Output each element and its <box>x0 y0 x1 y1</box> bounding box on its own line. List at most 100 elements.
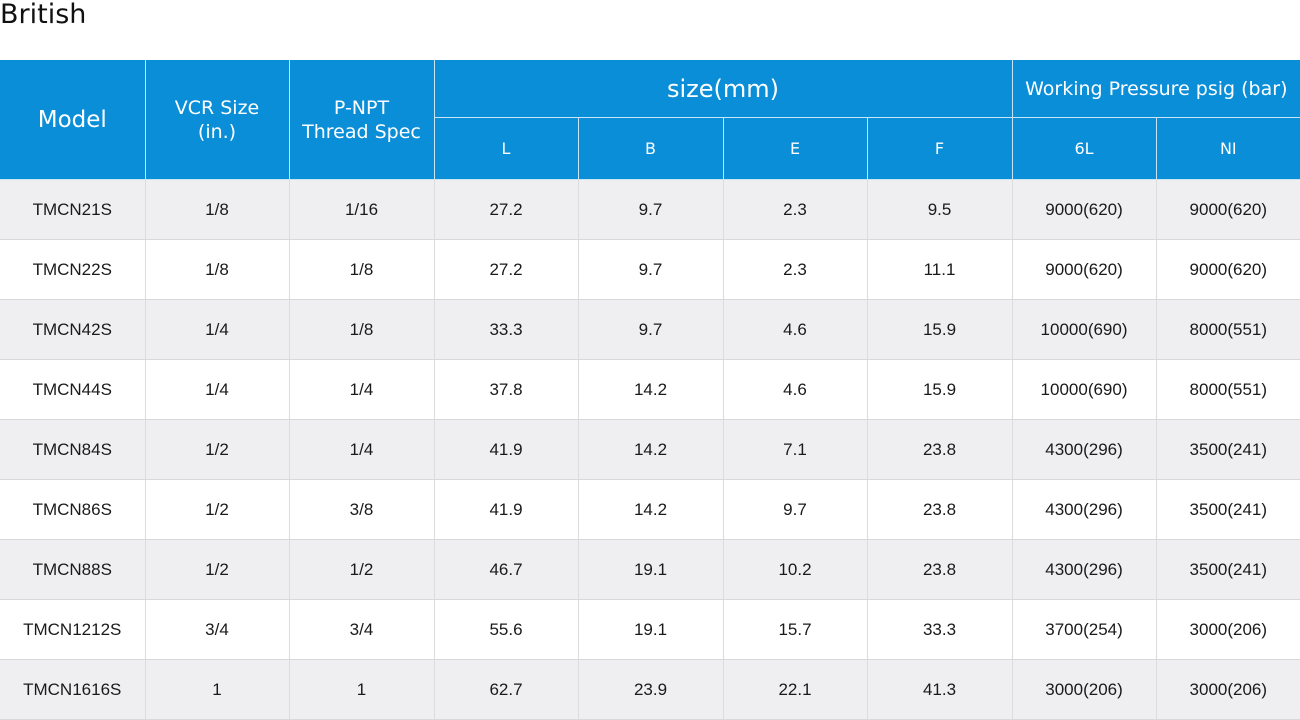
cell-size-f: 23.8 <box>867 419 1013 480</box>
header-row-top: Model VCR Size (in.) P-NPT Thread Spec s… <box>0 60 1300 180</box>
header-col-e: E <box>723 117 868 180</box>
cell-pnpt: 1/2 <box>289 539 435 600</box>
page-title: British <box>0 0 87 30</box>
header-col-6l: 6L <box>1012 117 1157 180</box>
cell-size-f: 23.8 <box>867 479 1013 540</box>
cell-pressure-ni: 9000(620) <box>1156 179 1300 240</box>
cell-size-f: 11.1 <box>867 239 1013 300</box>
header-pnpt: P-NPT Thread Spec <box>289 60 435 180</box>
cell-size-e: 7.1 <box>723 419 868 480</box>
cell-size-l: 46.7 <box>434 539 579 600</box>
cell-size-f: 9.5 <box>867 179 1013 240</box>
cell-pressure-6l: 3000(206) <box>1012 659 1157 720</box>
cell-size-e: 9.7 <box>723 479 868 540</box>
table-row: TMCN1212S 3/4 3/4 55.6 19.1 15.7 33.3 3700(254)… <box>0 599 1300 660</box>
cell-size-e: 10.2 <box>723 539 868 600</box>
header-col-l: L <box>434 117 579 180</box>
cell-size-f: 41.3 <box>867 659 1013 720</box>
cell-model: TMCN86S <box>0 479 146 540</box>
cell-pressure-ni: 8000(551) <box>1156 299 1300 360</box>
cell-pnpt: 1 <box>289 659 435 720</box>
cell-size-e: 4.6 <box>723 299 868 360</box>
cell-pnpt: 3/4 <box>289 599 435 660</box>
cell-pressure-ni: 3000(206) <box>1156 599 1300 660</box>
cell-model: TMCN44S <box>0 359 146 420</box>
cell-pressure-6l: 3700(254) <box>1012 599 1157 660</box>
cell-model: TMCN1616S <box>0 659 146 720</box>
cell-size-l: 41.9 <box>434 419 579 480</box>
cell-model: TMCN1212S <box>0 599 146 660</box>
cell-vcr-size: 1/8 <box>145 179 290 240</box>
cell-pnpt: 1/4 <box>289 419 435 480</box>
header-size-group: size(mm) <box>434 60 1013 118</box>
cell-pressure-ni: 9000(620) <box>1156 239 1300 300</box>
header-col-f: F <box>867 117 1013 180</box>
cell-pnpt: 1/16 <box>289 179 435 240</box>
cell-size-e: 15.7 <box>723 599 868 660</box>
cell-size-b: 9.7 <box>578 239 724 300</box>
cell-size-b: 19.1 <box>578 539 724 600</box>
cell-pressure-6l: 4300(296) <box>1012 419 1157 480</box>
cell-size-l: 37.8 <box>434 359 579 420</box>
cell-vcr-size: 1/2 <box>145 479 290 540</box>
cell-size-f: 23.8 <box>867 539 1013 600</box>
cell-pressure-ni: 8000(551) <box>1156 359 1300 420</box>
cell-model: TMCN88S <box>0 539 146 600</box>
cell-size-b: 14.2 <box>578 419 724 480</box>
cell-pnpt: 1/4 <box>289 359 435 420</box>
header-pnpt-line1: P-NPT <box>333 96 390 119</box>
cell-size-e: 4.6 <box>723 359 868 420</box>
table-row: TMCN22S 1/8 1/8 27.2 9.7 2.3 11.1 9000(620) 9000… <box>0 239 1300 300</box>
table-row: TMCN1616S 1 1 62.7 23.9 22.1 41.3 3000(206) 3000… <box>0 659 1300 720</box>
header-col-ni: NI <box>1156 117 1300 180</box>
cell-vcr-size: 1/8 <box>145 239 290 300</box>
cell-pnpt: 1/8 <box>289 239 435 300</box>
cell-model: TMCN84S <box>0 419 146 480</box>
cell-size-b: 9.7 <box>578 299 724 360</box>
cell-size-e: 2.3 <box>723 179 868 240</box>
cell-size-b: 23.9 <box>578 659 724 720</box>
cell-size-l: 62.7 <box>434 659 579 720</box>
cell-size-l: 41.9 <box>434 479 579 540</box>
cell-model: TMCN21S <box>0 179 146 240</box>
table-row: TMCN88S 1/2 1/2 46.7 19.1 10.2 23.8 4300(296) 35… <box>0 539 1300 600</box>
cell-size-f: 15.9 <box>867 359 1013 420</box>
spec-table: Model VCR Size (in.) P-NPT Thread Spec s… <box>0 60 1300 720</box>
cell-size-l: 55.6 <box>434 599 579 660</box>
cell-size-f: 15.9 <box>867 299 1013 360</box>
cell-size-b: 19.1 <box>578 599 724 660</box>
cell-pnpt: 3/8 <box>289 479 435 540</box>
table-row: TMCN42S 1/4 1/8 33.3 9.7 4.6 15.9 10000(690) 800… <box>0 299 1300 360</box>
header-pnpt-line2: Thread Spec <box>302 120 421 143</box>
table-body: TMCN21S 1/8 1/16 27.2 9.7 2.3 9.5 9000(620) 9000… <box>0 179 1300 720</box>
cell-size-b: 14.2 <box>578 359 724 420</box>
cell-pressure-6l: 10000(690) <box>1012 299 1157 360</box>
cell-size-b: 14.2 <box>578 479 724 540</box>
cell-pnpt: 1/8 <box>289 299 435 360</box>
cell-size-l: 27.2 <box>434 179 579 240</box>
header-vcr-size: VCR Size (in.) <box>145 60 290 180</box>
cell-size-e: 2.3 <box>723 239 868 300</box>
header-vcr-line1: VCR Size <box>174 96 260 119</box>
cell-size-f: 33.3 <box>867 599 1013 660</box>
cell-pressure-ni: 3500(241) <box>1156 539 1300 600</box>
cell-pressure-ni: 3500(241) <box>1156 419 1300 480</box>
cell-size-l: 27.2 <box>434 239 579 300</box>
cell-pressure-6l: 4300(296) <box>1012 479 1157 540</box>
cell-model: TMCN22S <box>0 239 146 300</box>
cell-pressure-ni: 3500(241) <box>1156 479 1300 540</box>
header-model: Model <box>0 60 146 180</box>
cell-vcr-size: 1 <box>145 659 290 720</box>
table-row: TMCN86S 1/2 3/8 41.9 14.2 9.7 23.8 4300(296) 350… <box>0 479 1300 540</box>
cell-pressure-ni: 3000(206) <box>1156 659 1300 720</box>
cell-vcr-size: 1/2 <box>145 419 290 480</box>
cell-size-b: 9.7 <box>578 179 724 240</box>
cell-pressure-6l: 9000(620) <box>1012 179 1157 240</box>
cell-vcr-size: 1/4 <box>145 299 290 360</box>
table-row: TMCN44S 1/4 1/4 37.8 14.2 4.6 15.9 10000(690) 80… <box>0 359 1300 420</box>
table-row: TMCN21S 1/8 1/16 27.2 9.7 2.3 9.5 9000(620) 9000… <box>0 179 1300 240</box>
cell-pressure-6l: 4300(296) <box>1012 539 1157 600</box>
cell-vcr-size: 1/4 <box>145 359 290 420</box>
cell-vcr-size: 1/2 <box>145 539 290 600</box>
header-pressure-group: Working Pressure psig (bar) <box>1012 60 1300 118</box>
